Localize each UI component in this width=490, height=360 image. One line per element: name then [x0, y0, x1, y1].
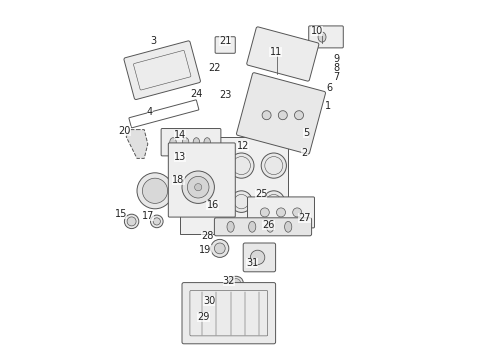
Text: 22: 22: [208, 63, 220, 73]
FancyBboxPatch shape: [237, 73, 325, 154]
Text: 26: 26: [262, 220, 274, 230]
Text: 3: 3: [150, 36, 156, 46]
Text: 10: 10: [311, 26, 323, 36]
Text: 32: 32: [222, 276, 235, 286]
Ellipse shape: [231, 191, 252, 212]
Ellipse shape: [204, 138, 210, 147]
Ellipse shape: [261, 153, 286, 178]
Ellipse shape: [137, 173, 173, 209]
Polygon shape: [126, 130, 148, 158]
Text: 16: 16: [206, 200, 219, 210]
Ellipse shape: [227, 221, 234, 232]
Ellipse shape: [267, 194, 281, 209]
Text: 4: 4: [147, 107, 153, 117]
Ellipse shape: [248, 221, 256, 232]
Ellipse shape: [150, 215, 163, 228]
Text: 31: 31: [246, 258, 258, 268]
Text: 9: 9: [334, 54, 340, 64]
Ellipse shape: [200, 157, 218, 175]
Ellipse shape: [187, 176, 209, 198]
FancyBboxPatch shape: [133, 50, 191, 90]
Ellipse shape: [170, 138, 176, 147]
FancyBboxPatch shape: [169, 143, 235, 217]
Ellipse shape: [262, 111, 271, 120]
Ellipse shape: [267, 221, 274, 232]
Text: 5: 5: [303, 128, 309, 138]
FancyBboxPatch shape: [247, 197, 315, 228]
Text: 30: 30: [203, 296, 215, 306]
Text: 11: 11: [270, 47, 282, 57]
FancyBboxPatch shape: [190, 291, 268, 336]
FancyBboxPatch shape: [161, 129, 221, 156]
Text: 25: 25: [255, 189, 268, 199]
Polygon shape: [180, 137, 288, 234]
Ellipse shape: [229, 153, 254, 178]
Ellipse shape: [202, 194, 216, 209]
FancyBboxPatch shape: [182, 283, 275, 344]
Ellipse shape: [196, 153, 221, 178]
Ellipse shape: [263, 191, 285, 212]
Ellipse shape: [182, 171, 215, 203]
FancyBboxPatch shape: [215, 218, 312, 236]
Text: 18: 18: [172, 175, 185, 185]
Ellipse shape: [234, 194, 248, 209]
Text: 29: 29: [197, 312, 210, 322]
Text: 14: 14: [174, 130, 186, 140]
Ellipse shape: [229, 276, 243, 289]
FancyBboxPatch shape: [129, 100, 199, 128]
Text: 19: 19: [199, 245, 212, 255]
Ellipse shape: [215, 243, 225, 254]
Text: 12: 12: [237, 141, 249, 151]
FancyBboxPatch shape: [215, 37, 235, 53]
Ellipse shape: [294, 111, 303, 120]
Ellipse shape: [124, 214, 139, 229]
Text: 28: 28: [201, 231, 213, 241]
Text: 1: 1: [325, 101, 331, 111]
Text: 23: 23: [219, 90, 231, 100]
Text: 17: 17: [142, 211, 154, 221]
Text: 13: 13: [174, 152, 186, 162]
Text: 15: 15: [115, 209, 127, 219]
Ellipse shape: [211, 239, 229, 257]
FancyBboxPatch shape: [247, 27, 319, 81]
FancyBboxPatch shape: [309, 26, 343, 48]
Ellipse shape: [231, 279, 241, 287]
Ellipse shape: [276, 208, 286, 217]
Text: 27: 27: [298, 213, 311, 223]
Ellipse shape: [318, 32, 326, 42]
Ellipse shape: [260, 208, 270, 217]
Ellipse shape: [285, 221, 292, 232]
Text: 8: 8: [334, 63, 340, 73]
FancyBboxPatch shape: [124, 41, 200, 100]
Ellipse shape: [195, 184, 202, 191]
Ellipse shape: [143, 178, 168, 203]
Ellipse shape: [293, 208, 302, 217]
Ellipse shape: [182, 138, 189, 147]
Text: 6: 6: [326, 83, 333, 93]
Ellipse shape: [127, 217, 136, 226]
Ellipse shape: [193, 138, 199, 147]
Text: 2: 2: [301, 148, 308, 158]
Text: 24: 24: [190, 89, 202, 99]
Ellipse shape: [250, 250, 265, 265]
Text: 21: 21: [219, 36, 231, 46]
Text: 7: 7: [334, 72, 340, 82]
Ellipse shape: [153, 218, 160, 225]
FancyBboxPatch shape: [243, 243, 275, 272]
Ellipse shape: [232, 157, 250, 175]
Ellipse shape: [265, 157, 283, 175]
Ellipse shape: [278, 111, 287, 120]
Text: 20: 20: [118, 126, 131, 136]
Ellipse shape: [198, 191, 220, 212]
